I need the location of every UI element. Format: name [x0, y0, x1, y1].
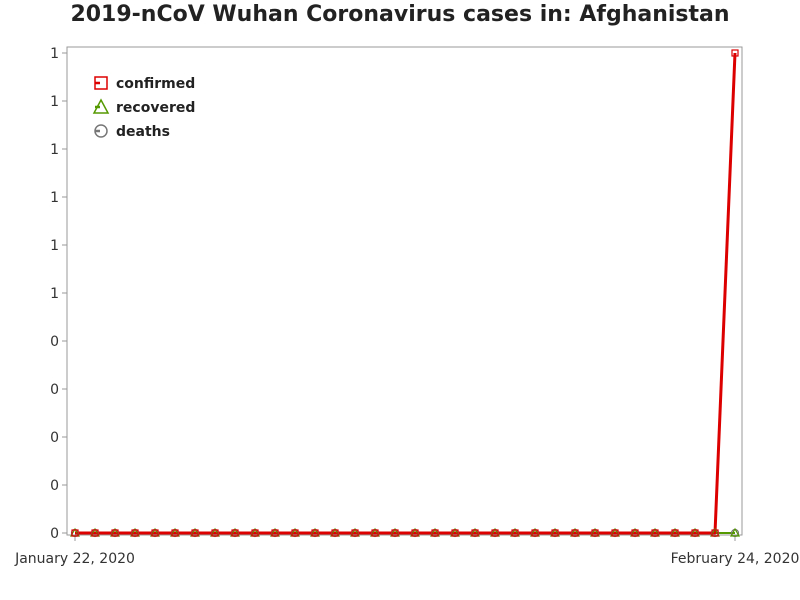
data-point-confirmed	[511, 529, 519, 537]
y-tick-label: 1	[50, 286, 59, 302]
data-point-confirmed	[531, 529, 539, 537]
data-point-confirmed	[331, 529, 339, 537]
y-tick-label: 1	[50, 238, 59, 254]
data-point-confirmed	[611, 529, 619, 537]
data-point-recovered	[729, 527, 741, 537]
data-point-confirmed	[131, 529, 139, 537]
y-tick-label: 1	[50, 190, 59, 206]
data-point-confirmed	[431, 529, 439, 537]
data-point-confirmed	[471, 529, 479, 537]
data-point-confirmed	[591, 529, 599, 537]
legend: confirmed recovered deaths	[92, 76, 195, 140]
data-point-confirmed	[671, 529, 679, 537]
data-point-confirmed	[211, 529, 219, 537]
data-point-confirmed	[291, 529, 299, 537]
data-point-confirmed	[271, 529, 279, 537]
data-point-confirmed	[571, 529, 579, 537]
series-line-confirmed	[75, 52, 737, 535]
data-point-confirmed	[231, 529, 239, 537]
data-point-confirmed	[191, 529, 199, 537]
data-point-confirmed	[551, 529, 559, 537]
data-point-confirmed	[711, 529, 719, 537]
data-point-confirmed	[351, 529, 359, 537]
data-point-confirmed	[371, 529, 379, 537]
y-tick-label: 0	[50, 478, 59, 494]
series-lines	[75, 52, 737, 535]
y-axis: 0 0 0 0 0 1 1 1 1 1 1	[50, 46, 67, 542]
x-tick-label: February 24, 2020	[671, 551, 800, 567]
y-tick-label: 1	[50, 94, 59, 110]
y-tick-label: 1	[50, 46, 59, 62]
chart-title: 2019-nCoV Wuhan Coronavirus cases in: Af…	[70, 2, 730, 27]
data-point-confirmed	[451, 529, 459, 537]
legend-label-recovered: recovered	[116, 100, 195, 116]
x-axis: January 22, 2020 February 24, 2020	[14, 535, 799, 567]
legend-label-deaths: deaths	[116, 124, 170, 140]
series-markers	[69, 49, 741, 538]
data-point-confirmed	[631, 529, 639, 537]
y-tick-label: 0	[50, 382, 59, 398]
y-tick-label: 0	[50, 526, 59, 542]
data-point-confirmed	[171, 529, 179, 537]
data-point-confirmed	[311, 529, 319, 537]
data-point-confirmed	[91, 529, 99, 537]
y-tick-label: 0	[50, 334, 59, 350]
plot-frame	[66, 46, 743, 536]
data-point-confirmed	[151, 529, 159, 537]
y-tick-label: 1	[50, 142, 59, 158]
data-point-confirmed	[691, 529, 699, 537]
data-point-confirmed	[391, 529, 399, 537]
data-point-confirmed	[411, 529, 419, 537]
data-point-confirmed	[251, 529, 259, 537]
data-point-confirmed	[111, 529, 119, 537]
data-point-confirmed	[651, 529, 659, 537]
legend-label-confirmed: confirmed	[116, 76, 195, 92]
data-point-confirmed	[71, 529, 79, 537]
x-tick-label: January 22, 2020	[14, 551, 135, 567]
y-tick-label: 0	[50, 430, 59, 446]
data-point-confirmed	[491, 529, 499, 537]
data-point-confirmed	[731, 49, 739, 57]
